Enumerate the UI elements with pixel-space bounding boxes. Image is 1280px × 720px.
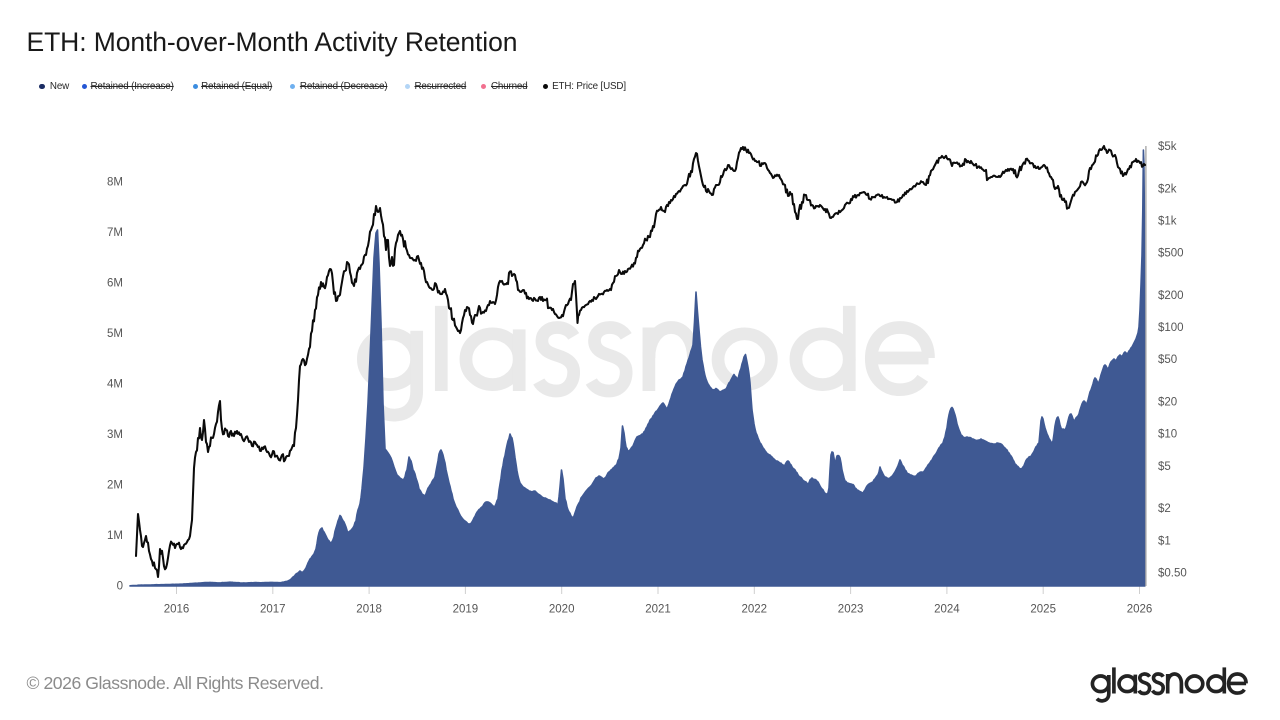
svg-text:2M: 2M — [107, 480, 123, 492]
svg-text:2020: 2020 — [549, 604, 575, 616]
svg-text:2021: 2021 — [645, 604, 671, 616]
svg-text:3M: 3M — [107, 429, 123, 441]
svg-text:$5: $5 — [1158, 461, 1171, 473]
svg-text:$1k: $1k — [1158, 216, 1177, 228]
svg-text:$2: $2 — [1158, 503, 1171, 515]
svg-text:$200: $200 — [1158, 290, 1184, 302]
svg-text:8M: 8M — [107, 177, 123, 189]
svg-text:2023: 2023 — [838, 604, 864, 616]
svg-text:2017: 2017 — [260, 604, 286, 616]
svg-text:5M: 5M — [107, 328, 123, 340]
svg-text:$5k: $5k — [1158, 141, 1177, 153]
svg-text:2026: 2026 — [1127, 604, 1153, 616]
svg-text:$1: $1 — [1158, 536, 1171, 548]
svg-text:6M: 6M — [107, 278, 123, 290]
svg-text:0: 0 — [117, 581, 123, 593]
svg-text:$0.50: $0.50 — [1158, 568, 1187, 580]
svg-text:$20: $20 — [1158, 397, 1177, 409]
svg-text:2022: 2022 — [742, 604, 768, 616]
svg-text:4M: 4M — [107, 379, 123, 391]
svg-text:2019: 2019 — [453, 604, 479, 616]
svg-text:$500: $500 — [1158, 247, 1184, 259]
svg-text:1M: 1M — [107, 530, 123, 542]
svg-text:2025: 2025 — [1030, 604, 1056, 616]
svg-text:2018: 2018 — [356, 604, 382, 616]
svg-text:7M: 7M — [107, 227, 123, 239]
svg-text:$10: $10 — [1158, 429, 1177, 441]
svg-text:$50: $50 — [1158, 354, 1177, 366]
svg-text:2016: 2016 — [164, 604, 190, 616]
svg-text:2024: 2024 — [934, 604, 960, 616]
svg-text:$2k: $2k — [1158, 184, 1177, 196]
svg-text:$100: $100 — [1158, 322, 1184, 334]
